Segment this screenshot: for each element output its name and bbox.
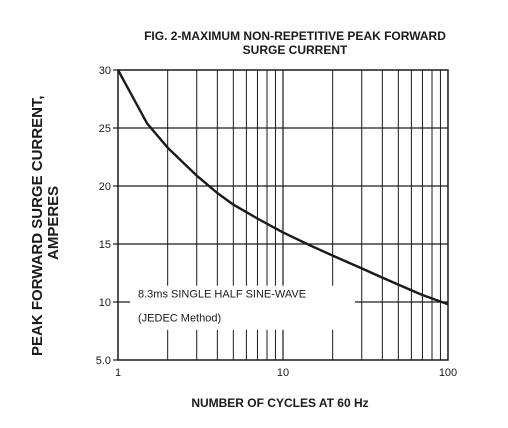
chart-subtitle: SURGE CURRENT bbox=[242, 43, 348, 57]
x-axis-label: NUMBER OF CYCLES AT 60 Hz bbox=[191, 396, 369, 410]
y-tick-label: 5.0 bbox=[96, 355, 111, 367]
annotation-line1: 8.3ms SINGLE HALF SINE-WAVE bbox=[138, 288, 306, 300]
x-tick-label: 1 bbox=[115, 367, 121, 379]
x-tick-label: 100 bbox=[439, 367, 457, 379]
y-tick-label: 30 bbox=[99, 65, 111, 77]
x-tick-label: 10 bbox=[277, 367, 289, 379]
annotation-line2: (JEDEC Method) bbox=[138, 313, 221, 325]
y-tick-label: 15 bbox=[99, 239, 111, 251]
y-tick-label: 10 bbox=[99, 297, 111, 309]
chart-title: FIG. 2-MAXIMUM NON-REPETITIVE PEAK FORWA… bbox=[144, 29, 446, 43]
y-tick-label: 20 bbox=[99, 181, 111, 193]
series-line bbox=[116, 69, 449, 306]
annotation-background bbox=[130, 285, 355, 330]
plot-frame bbox=[117, 69, 449, 361]
y-tick-label: 25 bbox=[99, 123, 111, 135]
